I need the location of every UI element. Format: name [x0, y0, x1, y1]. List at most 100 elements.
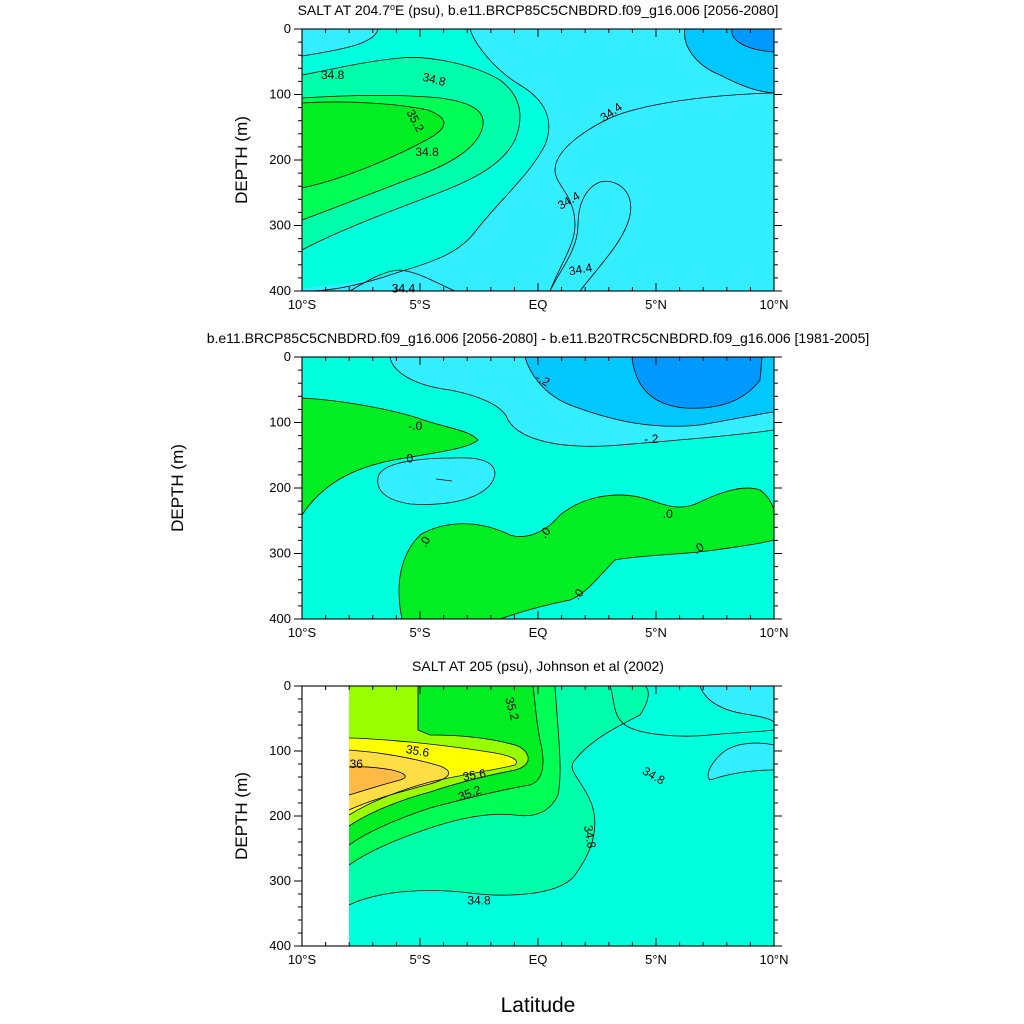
fill-lt-34-2	[731, 29, 774, 52]
panel-2: 10°S 5°S EQ 5°N 10°N 0 100 200 300 400 -.2 -.2 -.0…	[168, 330, 869, 640]
panel-1: 10°S 5°S EQ 5°N 10°N 0 100 200 300 400 34.8 34.8 3…	[232, 2, 789, 312]
panel-3-contour-field	[349, 686, 774, 946]
panel-2-ylabel: DEPTH (m)	[168, 444, 187, 532]
fill-gt-0-deep	[399, 488, 774, 619]
contour-label: -.0	[408, 419, 422, 433]
contour-line	[398, 487, 774, 619]
y-tick-label: 0	[284, 21, 291, 36]
contour-line	[302, 57, 521, 251]
y-tick-label: 400	[269, 611, 291, 626]
panel-3-x-ticks: 10°S 5°S EQ 5°N 10°N	[288, 686, 789, 967]
fill-gt-35-2	[302, 101, 445, 188]
contour-line	[631, 357, 763, 409]
y-tick-label: 200	[269, 808, 291, 823]
contour-line	[549, 92, 774, 291]
contour-line	[349, 686, 561, 866]
contour-line	[302, 29, 379, 57]
fill-34-4-34-6-east	[708, 743, 774, 780]
x-tick-label: EQ	[529, 625, 548, 640]
panel-1-ylabel: DEPTH (m)	[232, 116, 251, 204]
panel-2-x-ticks: 10°S 5°S EQ 5°N 10°N	[288, 357, 789, 640]
y-tick-label: 0	[284, 678, 291, 693]
panel-2-contour-field	[302, 357, 774, 619]
panel-2-y-ticks: 0 100 200 300 400	[269, 349, 782, 626]
contour-label: 34.8	[581, 824, 599, 850]
contour-line	[302, 29, 550, 291]
fill-gt-0-west	[302, 398, 478, 515]
y-tick-label: 200	[269, 480, 291, 495]
x-tick-label: 10°N	[759, 952, 788, 967]
contour-line	[349, 737, 517, 816]
contour-line	[302, 101, 445, 189]
contour-line	[349, 686, 649, 906]
y-tick-label: 300	[269, 873, 291, 888]
y-tick-label: 0	[284, 349, 291, 364]
contour-label: 36	[350, 757, 364, 771]
x-tick-label: 10°S	[288, 297, 317, 312]
contour-line	[349, 766, 406, 796]
contour-line	[609, 686, 774, 737]
panel-1-x-ticks: 10°S 5°S EQ 5°N 10°N	[288, 29, 789, 312]
contour-label: 34.8	[415, 145, 439, 159]
x-tick-label: EQ	[529, 297, 548, 312]
panel-3-title: SALT AT 205 (psu), Johnson et al (2002)	[412, 658, 664, 674]
contour-label: .0	[663, 507, 673, 521]
y-tick-label: 100	[269, 415, 291, 430]
panel-1-contour-field	[302, 29, 774, 291]
fill-34-4-34-6	[700, 686, 774, 722]
y-tick-label: 200	[269, 152, 291, 167]
x-tick-label: 10°N	[759, 297, 788, 312]
panel-3-y-ticks: 0 100 200 300 400	[269, 678, 782, 953]
x-tick-label: 10°S	[288, 625, 317, 640]
y-tick-label: 300	[269, 218, 291, 233]
x-tick-label: 5°N	[645, 625, 667, 640]
contour-label: 34.4	[392, 281, 416, 295]
contour-label: 34.8	[321, 68, 345, 82]
contour-line	[684, 29, 774, 94]
contour-line	[389, 357, 774, 447]
contour-line	[349, 686, 544, 846]
panel-3-ylabel: DEPTH (m)	[232, 772, 251, 860]
contour-line	[349, 686, 529, 827]
contour-label: 35.6	[405, 742, 431, 760]
contour-label: 34.8	[421, 70, 447, 89]
x-axis-label: Latitude	[501, 994, 576, 1017]
y-tick-label: 400	[269, 283, 291, 298]
contour-line	[302, 397, 479, 516]
fill-neg-pocket	[377, 457, 495, 505]
contour-label: 35.2	[502, 696, 522, 722]
x-tick-label: 5°S	[409, 952, 430, 967]
contour-label: 35.6	[462, 766, 488, 784]
x-tick-label: 5°N	[645, 952, 667, 967]
x-tick-label: 5°S	[409, 297, 430, 312]
panel-1-y-ticks: 0 100 200 300 400	[269, 21, 782, 298]
contour-label: -.2	[533, 370, 552, 389]
y-tick-label: 400	[269, 938, 291, 953]
panel-3: 10°S 5°S EQ 5°N 10°N 0 100 200 300 400 35.2 35.6 3…	[232, 658, 789, 1017]
fill-34-6-34-8-east	[550, 93, 774, 291]
contour-line	[731, 29, 774, 53]
contour-line	[302, 94, 484, 221]
contour-line	[349, 269, 456, 291]
contour-line	[699, 686, 774, 723]
panel-1-title: SALT AT 204.7oE (psu), b.e11.BRCP85C5CNB…	[298, 2, 779, 18]
contour-line	[707, 742, 774, 781]
contour-line	[435, 478, 453, 482]
x-tick-label: 10°S	[288, 952, 317, 967]
x-tick-label: EQ	[529, 952, 548, 967]
contour-line	[524, 357, 774, 427]
y-tick-label: 100	[269, 743, 291, 758]
panel-3-no-data-region	[302, 686, 349, 946]
contour-label: 34.4	[568, 260, 594, 278]
x-tick-label: 10°N	[759, 625, 788, 640]
contour-line	[377, 457, 496, 505]
contour-label: .0	[403, 452, 413, 466]
y-tick-label: 100	[269, 87, 291, 102]
x-tick-label: 5°N	[645, 297, 667, 312]
contour-label: -.2	[644, 432, 658, 446]
contour-line	[549, 180, 632, 291]
fill-gt-36-0	[349, 766, 406, 795]
panel-2-title: b.e11.BRCP85C5CNBDRD.f09_g16.006 [2056-2…	[207, 330, 870, 346]
contour-line	[349, 749, 450, 811]
